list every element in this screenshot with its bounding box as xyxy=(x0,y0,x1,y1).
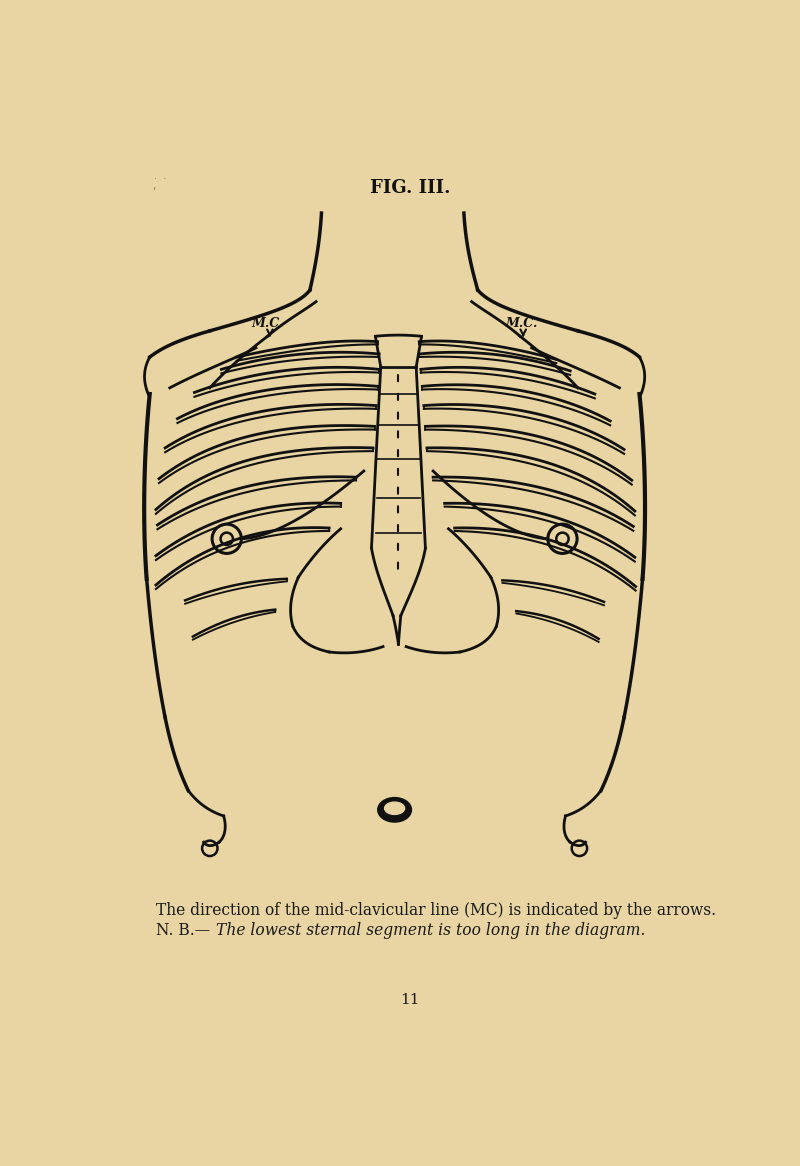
Text: The direction of the mid-clavicular line (MC) is indicated by the arrows.: The direction of the mid-clavicular line… xyxy=(156,902,716,919)
Circle shape xyxy=(212,525,242,554)
Ellipse shape xyxy=(378,799,410,821)
Ellipse shape xyxy=(385,802,405,814)
Text: M.C.: M.C. xyxy=(251,317,284,330)
Text: 11: 11 xyxy=(400,993,420,1007)
Text: ·  ·: · · xyxy=(154,174,166,184)
Circle shape xyxy=(202,841,218,856)
Circle shape xyxy=(572,841,587,856)
Text: N. B.—: N. B.— xyxy=(156,922,210,940)
Text: M.C.: M.C. xyxy=(506,317,538,330)
Circle shape xyxy=(548,525,577,554)
Circle shape xyxy=(556,533,569,545)
Circle shape xyxy=(221,533,233,545)
Text: The lowest sternal segment is too long in the diagram.: The lowest sternal segment is too long i… xyxy=(216,922,646,940)
Text: FIG. III.: FIG. III. xyxy=(370,178,450,197)
Text: ': ' xyxy=(153,185,156,196)
